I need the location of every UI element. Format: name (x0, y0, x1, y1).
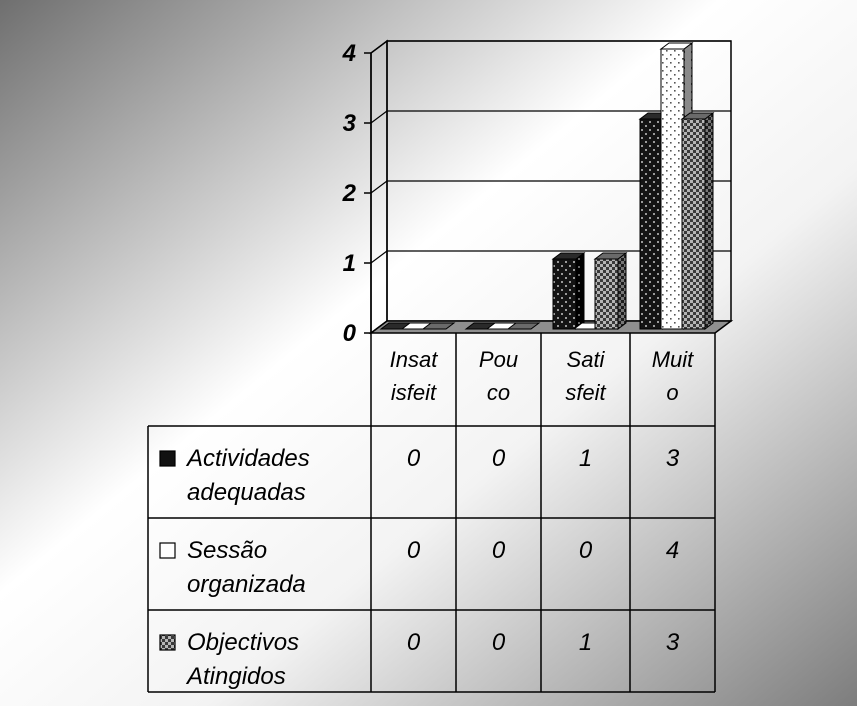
category-label: Insat isfeit (390, 347, 439, 405)
bar-zero (506, 322, 541, 330)
table-cell-value: 1 (579, 445, 592, 472)
table-row: Sessão organizada 0 0 0 4 (159, 537, 679, 598)
table-cell-value: 0 (492, 629, 506, 656)
category-label-line: sfeit (565, 380, 606, 405)
bar (421, 322, 456, 330)
bar-zero (421, 322, 456, 330)
gridline-side (370, 180, 388, 194)
category-label-line: Sati (567, 347, 606, 372)
table-cell-value: 0 (407, 537, 421, 564)
legend-label: Sessão (187, 537, 267, 564)
data-table: Insat isfeit Pou co Sati sfeit Muit o Actividade… (147, 333, 716, 693)
gridline-side (370, 40, 388, 54)
category-label-line: o (666, 380, 678, 405)
category-label-line: Muit (652, 347, 694, 372)
table-cell-value: 3 (666, 445, 680, 472)
bar-top (680, 112, 715, 120)
table-cell-value: 0 (407, 445, 421, 472)
category-label: Pou co (479, 347, 518, 405)
legend-label: organizada (187, 571, 306, 598)
bar-side (617, 252, 627, 330)
table-cell-value: 1 (579, 629, 592, 656)
y-tick-label: 1 (343, 250, 356, 277)
bar (551, 252, 586, 330)
gridline-side (370, 110, 388, 124)
bar (680, 112, 715, 330)
category-label-line: isfeit (391, 380, 437, 405)
bar-front (594, 258, 619, 330)
bar-side (704, 112, 714, 330)
bar-front (660, 48, 685, 330)
category-label-line: Pou (479, 347, 518, 372)
bar-front (639, 118, 664, 330)
table-cell-value: 0 (579, 537, 593, 564)
table-row: Objectivos Atingidos 0 0 1 3 (159, 629, 680, 690)
category-label-line: Insat (390, 347, 439, 372)
category-label: Sati sfeit (565, 347, 606, 405)
bar-top (659, 42, 694, 50)
gridline-side (370, 250, 388, 264)
bars (379, 42, 715, 330)
table-cell-value: 0 (492, 445, 506, 472)
bar-front (681, 118, 706, 330)
y-tick-label: 3 (343, 110, 357, 137)
legend-swatch (159, 542, 176, 559)
y-axis-ticks: 0 1 2 3 4 (342, 40, 372, 347)
bar (506, 322, 541, 330)
legend-label: Atingidos (185, 663, 286, 690)
legend-label: Actividades (185, 445, 310, 472)
legend-label: Objectivos (187, 629, 299, 656)
table-cell-value: 4 (666, 537, 679, 564)
category-label-line: co (487, 380, 510, 405)
bar-front (552, 258, 577, 330)
y-tick-label: 0 (343, 320, 357, 347)
table-cell-value: 3 (666, 629, 680, 656)
bar-side (575, 252, 585, 330)
bar-top (551, 252, 586, 260)
table-cell-value: 0 (407, 629, 421, 656)
legend-swatch (159, 450, 176, 467)
table-cell-value: 0 (492, 537, 506, 564)
bar-top (593, 252, 628, 260)
legend-swatch (159, 634, 176, 651)
legend-label: adequadas (187, 479, 306, 506)
y-tick-label: 4 (342, 40, 356, 67)
table-row: Actividades adequadas 0 0 1 3 (159, 445, 680, 506)
category-label: Muit o (652, 347, 694, 405)
bar (593, 252, 628, 330)
y-tick-label: 2 (342, 180, 357, 207)
